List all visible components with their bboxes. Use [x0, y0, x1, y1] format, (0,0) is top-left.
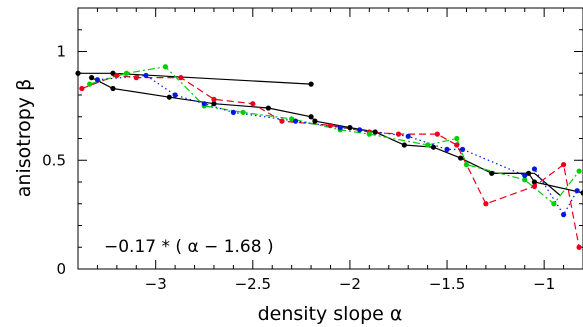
data-point-green [87, 81, 93, 87]
y-axis-label: anisotropy β [13, 79, 35, 197]
x-tick-label: −3 [145, 275, 167, 293]
x-axis-label: density slope α [258, 303, 403, 325]
data-point-black [312, 118, 318, 124]
data-point-black [75, 70, 81, 76]
series-line-black [491, 172, 561, 196]
data-point-black [265, 105, 271, 111]
data-point-red [211, 96, 217, 102]
data-point-red [79, 85, 85, 92]
data-point-blue [337, 125, 343, 131]
data-point-black [88, 75, 95, 81]
data-point-red [454, 142, 460, 148]
data-point-black [110, 85, 116, 92]
data-point-red [114, 72, 120, 79]
data-point-black [308, 114, 314, 120]
data-point-red [395, 131, 402, 137]
data-point-blue [357, 127, 363, 133]
data-point-blue [143, 72, 149, 79]
data-point-green [463, 162, 470, 168]
data-point-green [162, 64, 169, 70]
y-tick-label: 0 [56, 260, 66, 278]
data-point-blue [172, 92, 178, 98]
x-tick-label: −2 [339, 275, 361, 293]
data-point-green [366, 131, 372, 137]
data-point-green [522, 177, 528, 183]
x-tick-label: −2.5 [235, 275, 271, 293]
data-point-black [458, 155, 464, 161]
data-point-green [289, 116, 295, 122]
data-point-black [308, 81, 314, 87]
x-tick-label: −1.5 [429, 275, 465, 293]
data-point-green [551, 201, 557, 207]
y-tick-label: 0.5 [42, 151, 66, 169]
data-point-red [133, 75, 139, 81]
data-point-blue [459, 146, 466, 152]
axis-ticks: −3 −2.5 −2 −1.5 −1 0 0.5 1 [42, 8, 583, 293]
data-point-blue [201, 101, 207, 107]
data-point-green [240, 109, 246, 115]
data-point-blue [444, 146, 450, 152]
series-lines [78, 66, 583, 248]
data-point-red [531, 183, 538, 189]
data-point-blue [230, 109, 236, 115]
y-tick-label: 1 [56, 43, 66, 61]
data-point-black [531, 179, 538, 185]
data-point-black [211, 101, 217, 107]
data-point-blue [292, 118, 299, 124]
data-point-red [560, 162, 567, 168]
data-point-blue [522, 172, 528, 179]
data-point-black [430, 144, 437, 150]
data-point-red [178, 75, 184, 81]
data-point-black [166, 94, 172, 100]
data-point-red [327, 122, 334, 129]
data-point-black [401, 142, 407, 148]
data-point-blue [94, 77, 101, 83]
data-point-blue [531, 166, 538, 172]
data-point-blue [560, 212, 567, 218]
data-point-green [454, 135, 460, 142]
data-point-black [580, 190, 583, 196]
data-point-blue [574, 188, 580, 194]
data-point-red [434, 131, 440, 137]
data-point-black [372, 129, 378, 135]
x-tick-label: −1 [533, 275, 555, 293]
data-point-black [347, 125, 353, 131]
data-point-red [576, 244, 582, 250]
data-point-blue [405, 133, 411, 139]
data-point-red [279, 118, 285, 124]
data-point-black [526, 170, 532, 176]
annotation-text: −0.17 * ( α − 1.68 ) [104, 237, 274, 257]
data-point-green [425, 142, 431, 148]
data-point-green [123, 70, 130, 76]
series-line-red [81, 74, 580, 248]
plot-frame [77, 7, 583, 270]
data-point-black [110, 70, 116, 76]
data-point-black [489, 170, 495, 176]
series-points [75, 64, 583, 250]
data-point-red [250, 101, 256, 107]
series-line-green [89, 66, 580, 205]
data-point-red [483, 201, 489, 207]
data-point-green [576, 168, 582, 174]
